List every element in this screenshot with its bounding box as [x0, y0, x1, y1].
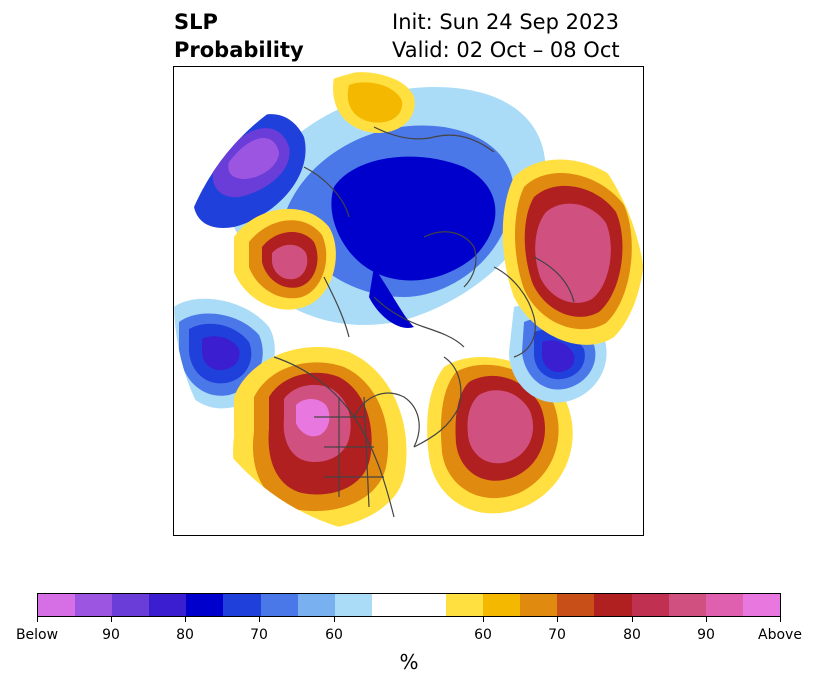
- tick-label-90-below: 90: [102, 627, 120, 643]
- tick-label-above: Above: [758, 627, 802, 643]
- tick-mark: [557, 617, 558, 622]
- colorbar-seg-17: [705, 594, 743, 616]
- colorbar: [37, 593, 781, 617]
- colorbar-seg-6: [260, 594, 298, 616]
- colorbar-seg-9: [371, 594, 447, 616]
- valid-range: Valid: 02 Oct – 08 Oct: [392, 38, 620, 62]
- colorbar-seg-2: [112, 594, 150, 616]
- colorbar-seg-12: [520, 594, 558, 616]
- colorbar-seg-15: [631, 594, 669, 616]
- colorbar-seg-13: [557, 594, 595, 616]
- colorbar-seg-1: [75, 594, 113, 616]
- title-slp: SLP: [174, 10, 218, 34]
- below-region-arctic-core: [331, 156, 496, 281]
- tick-label-80-below: 80: [176, 627, 194, 643]
- colorbar-seg-3: [149, 594, 187, 616]
- tick-mark: [483, 617, 484, 622]
- coastlines: [273, 126, 575, 518]
- init-date: Init: Sun 24 Sep 2023: [392, 10, 620, 34]
- tick-mark: [334, 617, 335, 622]
- colorbar-unit-label: %: [399, 650, 419, 674]
- tick-mark: [706, 617, 707, 622]
- tick-mark: [111, 617, 112, 622]
- tick-mark: [37, 617, 38, 622]
- colorbar-seg-0: [38, 594, 76, 616]
- tick-mark: [185, 617, 186, 622]
- map-title-left: SLP Probability: [174, 8, 304, 64]
- colorbar-seg-14: [594, 594, 632, 616]
- polar-map-svg: [174, 67, 643, 535]
- colorbar-seg-7: [297, 594, 335, 616]
- tick-label-70-below: 70: [250, 627, 268, 643]
- tick-label-below: Below: [15, 627, 59, 643]
- map-title-right: Init: Sun 24 Sep 2023 Valid: 02 Oct – 08…: [392, 8, 620, 64]
- tick-label-70-above: 70: [548, 627, 566, 643]
- tick-label-60-below: 60: [325, 627, 343, 643]
- colorbar-seg-8: [334, 594, 372, 616]
- tick-mark: [780, 617, 781, 622]
- tick-label-80-above: 80: [623, 627, 641, 643]
- tick-label-90-above: 90: [697, 627, 715, 643]
- colorbar-seg-11: [483, 594, 521, 616]
- title-probability: Probability: [174, 38, 304, 62]
- tick-mark: [632, 617, 633, 622]
- tick-mark: [259, 617, 260, 622]
- slp-probability-map: [173, 66, 644, 536]
- colorbar-seg-10: [446, 594, 484, 616]
- colorbar-seg-18: [742, 594, 780, 616]
- tick-label-60-above: 60: [474, 627, 492, 643]
- colorbar-seg-4: [186, 594, 224, 616]
- colorbar-seg-16: [668, 594, 706, 616]
- colorbar-seg-5: [223, 594, 261, 616]
